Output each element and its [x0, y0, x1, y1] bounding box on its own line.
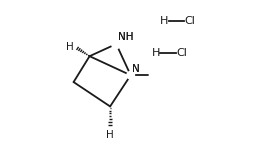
- Text: Cl: Cl: [185, 16, 196, 26]
- Text: N: N: [132, 64, 140, 74]
- Text: Cl: Cl: [176, 48, 187, 58]
- Text: N: N: [132, 64, 140, 74]
- Text: NH: NH: [118, 32, 134, 42]
- Text: H: H: [152, 48, 160, 58]
- Text: NH: NH: [118, 32, 134, 42]
- Circle shape: [112, 39, 121, 49]
- Circle shape: [127, 71, 134, 79]
- Text: H: H: [160, 16, 168, 26]
- Text: H: H: [106, 130, 114, 140]
- Text: H: H: [66, 42, 73, 52]
